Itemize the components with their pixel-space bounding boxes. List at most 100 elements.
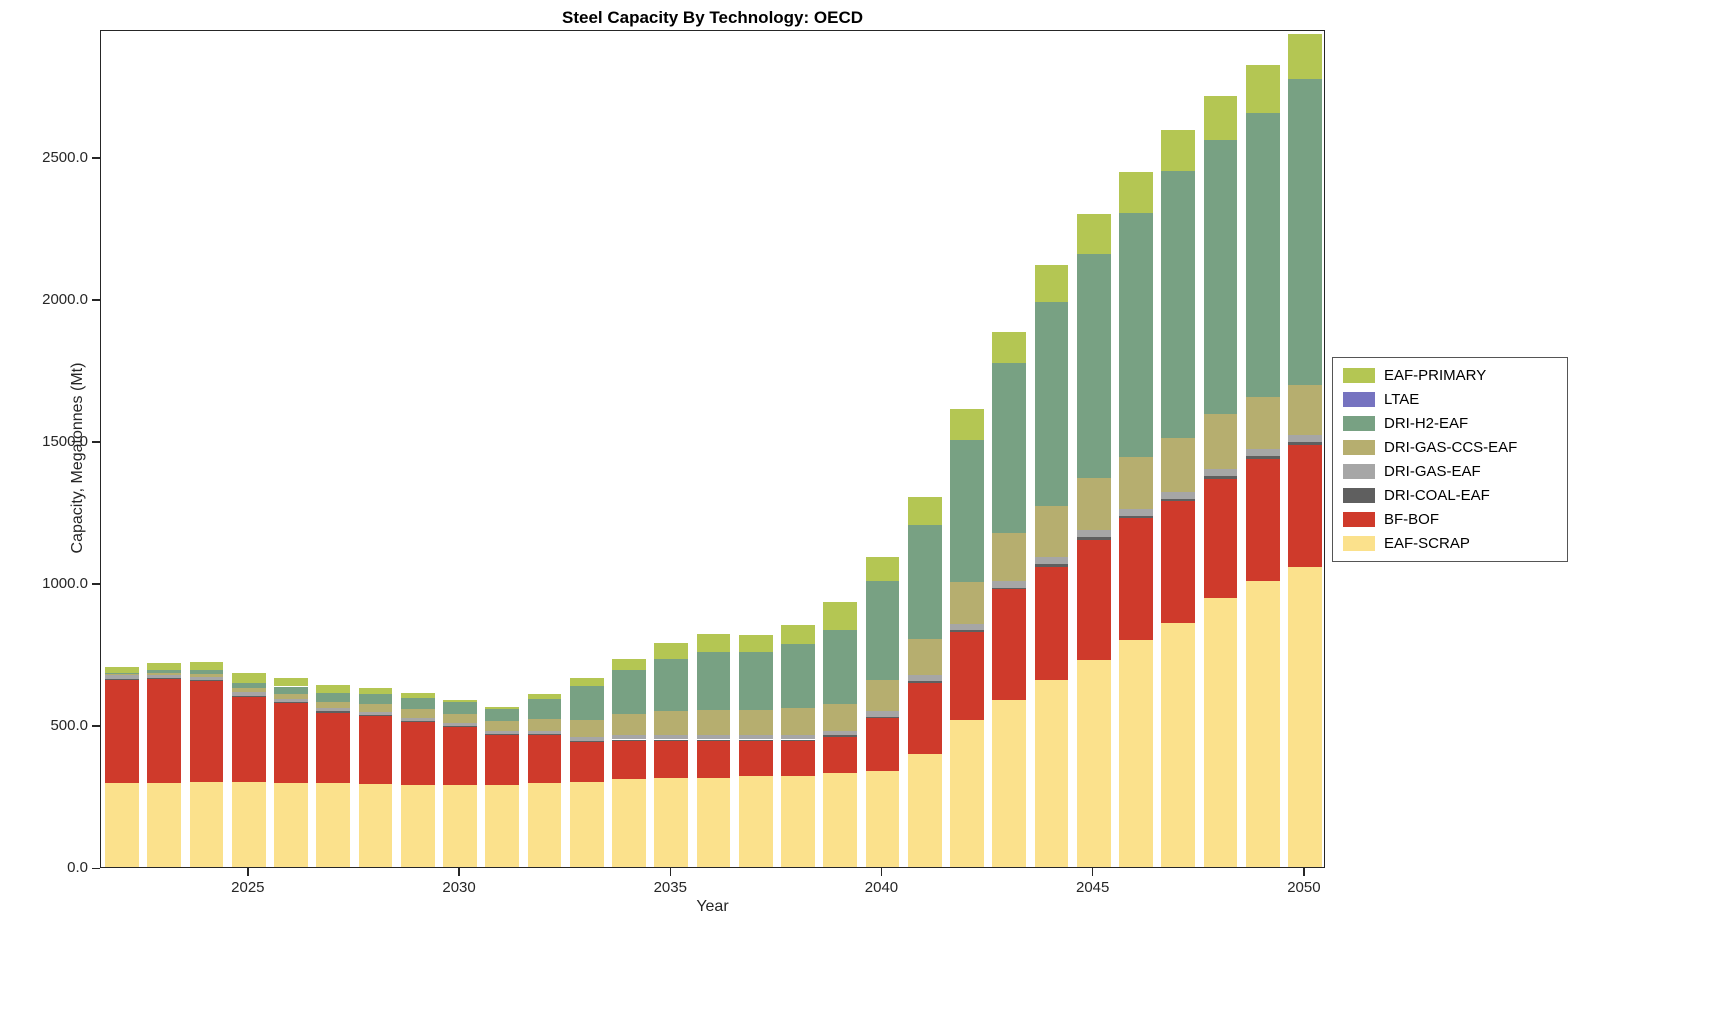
legend-item-BF-BOF: BF-BOF [1343, 511, 1557, 528]
x-tick-mark [880, 868, 883, 876]
legend-label: DRI-COAL-EAF [1384, 487, 1490, 504]
segment-DRI-H2-EAF [189, 669, 224, 675]
bar-2047 [1161, 31, 1196, 867]
legend-label: EAF-SCRAP [1384, 535, 1470, 552]
segment-DRI-GAS-EAF [696, 735, 731, 740]
segment-DRI-COAL-EAF [1203, 475, 1238, 479]
segment-EAF-SCRAP [527, 783, 562, 867]
bar-2043 [992, 31, 1027, 867]
segment-DRI-GAS-EAF [1076, 530, 1111, 538]
segment-DRI-H2-EAF [781, 643, 815, 709]
segment-DRI-GAS-CCS-EAF [1076, 477, 1111, 531]
segment-EAF-PRIMARY [443, 699, 477, 702]
segment-DRI-GAS-EAF [231, 692, 266, 696]
segment-DRI-GAS-EAF [823, 730, 858, 736]
segment-EAF-SCRAP [865, 770, 900, 867]
legend-item-DRI-COAL-EAF: DRI-COAL-EAF [1343, 487, 1557, 504]
legend-swatch [1343, 464, 1375, 479]
y-tick-mark [92, 725, 100, 727]
segment-DRI-GAS-EAF [274, 698, 308, 703]
segment-BF-BOF [274, 703, 308, 783]
segment-DRI-GAS-CCS-EAF [443, 713, 477, 723]
segment-DRI-H2-EAF [569, 686, 604, 720]
segment-DRI-H2-EAF [358, 694, 393, 705]
segment-BF-BOF [527, 735, 562, 784]
segment-EAF-SCRAP [992, 699, 1027, 867]
segment-BF-BOF [907, 682, 942, 754]
legend-label: DRI-GAS-EAF [1384, 463, 1481, 480]
legend-label: DRI-GAS-CCS-EAF [1384, 439, 1518, 456]
segment-DRI-COAL-EAF [781, 739, 815, 741]
legend-item-DRI-H2-EAF: DRI-H2-EAF [1343, 415, 1557, 432]
bar-2037 [738, 31, 773, 867]
segment-BF-BOF [612, 740, 646, 780]
segment-EAF-PRIMARY [231, 672, 266, 683]
segment-DRI-GAS-EAF [443, 722, 477, 727]
segment-EAF-SCRAP [1119, 640, 1153, 867]
segment-DRI-COAL-EAF [147, 678, 182, 680]
bar-2039 [823, 31, 858, 867]
segment-EAF-PRIMARY [992, 331, 1027, 364]
segment-EAF-PRIMARY [907, 496, 942, 526]
x-tick-label: 2030 [442, 879, 476, 896]
segment-BF-BOF [316, 712, 351, 784]
segment-DRI-GAS-CCS-EAF [1245, 396, 1280, 449]
segment-DRI-GAS-CCS-EAF [950, 581, 984, 625]
y-tick-label: 500.0 [50, 716, 88, 734]
segment-DRI-GAS-CCS-EAF [358, 704, 393, 712]
segment-BF-BOF [189, 681, 224, 782]
segment-BF-BOF [147, 679, 182, 783]
segment-DRI-COAL-EAF [189, 680, 224, 682]
segment-EAF-SCRAP [231, 781, 266, 867]
segment-DRI-H2-EAF [400, 698, 435, 710]
segment-EAF-PRIMARY [1119, 171, 1153, 213]
segment-EAF-SCRAP [358, 784, 393, 867]
legend-swatch [1343, 488, 1375, 503]
segment-EAF-SCRAP [823, 773, 858, 867]
segment-DRI-H2-EAF [1119, 212, 1153, 457]
segment-BF-BOF [738, 740, 773, 777]
bar-2050 [1287, 31, 1322, 867]
segment-DRI-COAL-EAF [865, 716, 900, 719]
segment-EAF-SCRAP [274, 782, 308, 867]
bar-2025 [231, 31, 266, 867]
segment-DRI-GAS-CCS-EAF [316, 701, 351, 709]
segment-EAF-SCRAP [1245, 580, 1280, 867]
segment-DRI-GAS-EAF [1287, 434, 1322, 442]
segment-DRI-H2-EAF [738, 651, 773, 710]
segment-DRI-COAL-EAF [907, 681, 942, 683]
segment-DRI-COAL-EAF [105, 678, 139, 680]
segment-DRI-COAL-EAF [823, 735, 858, 737]
segment-DRI-GAS-CCS-EAF [781, 708, 815, 736]
segment-EAF-PRIMARY [950, 409, 984, 441]
segment-DRI-GAS-CCS-EAF [569, 719, 604, 737]
segment-DRI-H2-EAF [950, 440, 984, 582]
x-axis-label: Year [696, 898, 729, 915]
bar-2045 [1076, 31, 1111, 867]
segment-EAF-PRIMARY [105, 667, 139, 673]
y-tick-mark [92, 157, 100, 159]
segment-EAF-SCRAP [316, 783, 351, 867]
legend-item-LTAE: LTAE [1343, 391, 1557, 408]
bar-2049 [1245, 31, 1280, 867]
segment-EAF-SCRAP [443, 785, 477, 867]
y-tick-label: 1000.0 [42, 574, 88, 592]
segment-BF-BOF [696, 740, 731, 778]
segment-DRI-H2-EAF [696, 651, 731, 710]
segment-DRI-H2-EAF [1161, 171, 1196, 438]
segment-EAF-SCRAP [1076, 660, 1111, 867]
segment-DRI-GAS-CCS-EAF [654, 711, 689, 736]
segment-BF-BOF [358, 716, 393, 785]
segment-EAF-SCRAP [654, 777, 689, 867]
segment-BF-BOF [1161, 501, 1196, 624]
segment-BF-BOF [569, 742, 604, 782]
segment-EAF-PRIMARY [865, 556, 900, 582]
segment-BF-BOF [400, 722, 435, 785]
segment-DRI-GAS-EAF [738, 735, 773, 740]
segment-DRI-GAS-EAF [358, 711, 393, 716]
segment-DRI-GAS-CCS-EAF [400, 709, 435, 718]
segment-EAF-PRIMARY [1161, 130, 1196, 172]
segment-EAF-SCRAP [189, 781, 224, 867]
segment-EAF-SCRAP [738, 776, 773, 867]
y-tick-label: 2500.0 [42, 148, 88, 166]
